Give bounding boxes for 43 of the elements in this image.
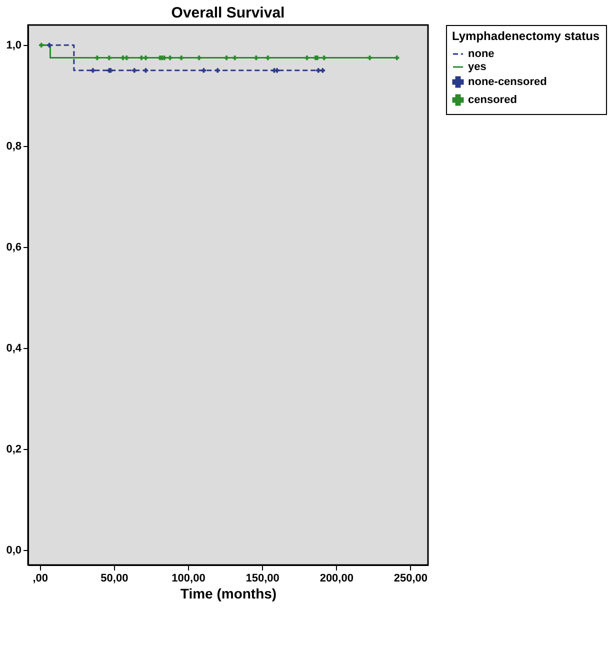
point xyxy=(320,68,326,73)
x-tick-label: 150,00 xyxy=(246,572,280,584)
x-tick-label: ,00 xyxy=(32,572,48,584)
x-tick-label: 50,00 xyxy=(100,572,128,584)
point xyxy=(132,68,137,73)
point xyxy=(394,55,400,60)
point xyxy=(90,68,96,73)
y-tick-label: 1,0 xyxy=(6,40,22,52)
y-tick-label: 0,4 xyxy=(6,342,22,354)
point xyxy=(139,55,144,60)
point xyxy=(215,68,220,73)
legend-label: none-censored xyxy=(468,76,547,88)
legend-label: censored xyxy=(468,94,517,106)
point xyxy=(322,55,326,60)
point xyxy=(38,42,44,48)
point xyxy=(143,68,148,73)
y-tick-label: 0,2 xyxy=(6,443,22,456)
point xyxy=(232,55,238,60)
point xyxy=(316,68,321,73)
legend-title: Lymphadenectomy status xyxy=(452,29,600,43)
point xyxy=(266,55,270,60)
x-tick-label: 100,00 xyxy=(172,572,206,584)
legend-label: none xyxy=(468,48,494,60)
point xyxy=(124,55,130,60)
point xyxy=(274,68,280,73)
point xyxy=(224,55,229,60)
x-axis-title: Time (months) xyxy=(180,586,277,602)
point xyxy=(106,55,112,60)
y-tick-label: 0,6 xyxy=(6,242,22,254)
point xyxy=(168,55,172,60)
y-tick-label: 0,0 xyxy=(6,544,22,556)
legend-label: yes xyxy=(468,61,486,73)
point xyxy=(254,55,258,60)
point xyxy=(196,55,202,60)
point xyxy=(94,55,100,60)
x-tick-label: 250,00 xyxy=(394,572,428,584)
point xyxy=(304,55,310,60)
point xyxy=(46,42,52,48)
chart-title: Overall Survival xyxy=(171,4,285,22)
point xyxy=(201,68,206,73)
x-tick-label: 200,00 xyxy=(320,572,354,584)
point xyxy=(178,55,184,60)
y-tick-label: 0,8 xyxy=(6,140,22,153)
